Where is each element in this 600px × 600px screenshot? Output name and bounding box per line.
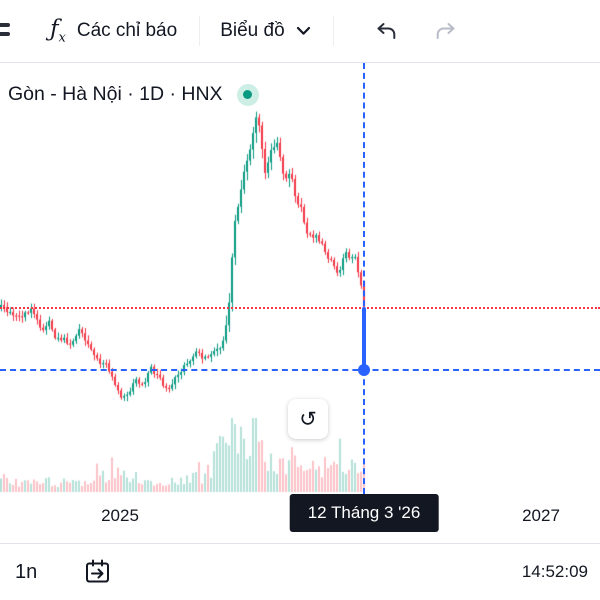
go-to-date-button[interactable] — [83, 558, 112, 586]
crosshair-handle-dot[interactable] — [358, 364, 370, 376]
redo-icon — [433, 19, 458, 43]
indicators-label: Các chỉ báo — [76, 20, 178, 41]
bottom-toolbar: 1n 14:52:09 — [0, 543, 600, 600]
price-connector — [362, 307, 366, 370]
market-status-icon[interactable] — [236, 83, 259, 106]
x-axis-label: 2025 — [101, 506, 139, 525]
redo-button[interactable] — [433, 19, 458, 43]
x-axis-label: 2027 — [522, 506, 560, 525]
chart-area[interactable]: Gòn - Hà Nội · 1D · HNX ↺ 2025 2027 12 Th… — [0, 63, 600, 543]
crosshair-date-tooltip: 12 Tháng 3 '26 — [289, 494, 439, 532]
session-clock[interactable]: 14:52:09 — [521, 562, 588, 581]
top-toolbar: ƒx Các chỉ báo Biểu đồ — [0, 0, 600, 63]
calendar-arrow-icon — [86, 559, 110, 583]
toolbar-divider — [332, 16, 334, 46]
crosshair-horizontal-line — [0, 369, 600, 371]
chart-type-label: Biểu đồ — [220, 20, 285, 41]
fx-icon: ƒx — [50, 15, 66, 46]
chart-type-button[interactable]: Biểu đồ — [220, 20, 310, 42]
x-axis[interactable]: 2025 2027 — [0, 506, 600, 536]
toolbar-divider — [199, 16, 201, 46]
undo-button[interactable] — [374, 19, 399, 43]
last-price-line — [0, 307, 600, 309]
reset-view-button[interactable]: ↺ — [288, 399, 328, 439]
symbol-title: Gòn - Hà Nội · 1D · HNX — [8, 83, 223, 105]
interval-button[interactable]: 1n — [15, 560, 38, 583]
undo-icon — [374, 19, 399, 43]
crosshair-vertical-line — [363, 63, 365, 494]
indicators-button[interactable]: ƒx Các chỉ báo — [50, 15, 178, 46]
candlestick-canvas[interactable] — [0, 63, 600, 543]
cropped-tool-icon[interactable] — [0, 17, 14, 45]
reset-icon: ↺ — [299, 407, 317, 431]
symbol-title-row[interactable]: Gòn - Hà Nội · 1D · HNX — [8, 83, 259, 106]
market-status-dot — [243, 90, 253, 99]
chevron-down-icon — [296, 26, 311, 36]
